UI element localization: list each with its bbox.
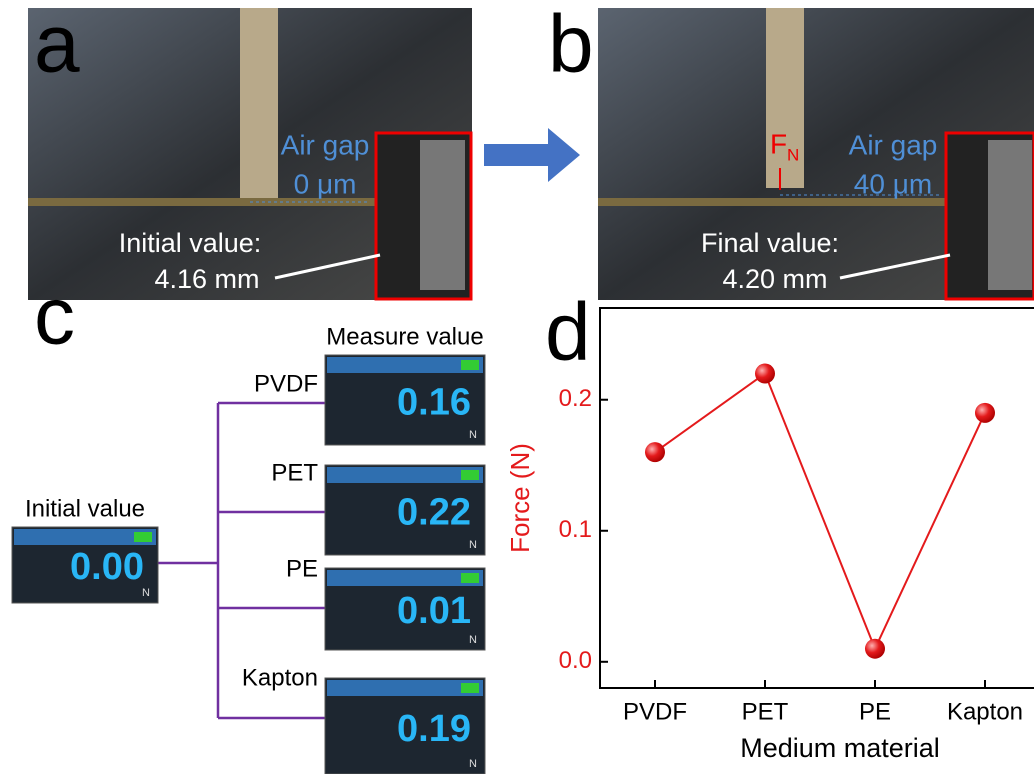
initial-caption: Initial value — [25, 495, 145, 522]
y-tick-label: 0.0 — [559, 647, 592, 674]
tree-lines — [158, 401, 325, 720]
panel-label: b — [548, 0, 594, 90]
data-point — [755, 363, 775, 384]
sample — [598, 198, 948, 206]
material-label: PE — [286, 555, 318, 582]
data-point — [865, 638, 885, 659]
display-header — [327, 467, 483, 483]
value: 4.20 mm — [722, 264, 827, 294]
display-header — [327, 680, 483, 696]
x-tick-label: Kapton — [947, 698, 1023, 725]
y-axis-label: Force (N) — [505, 443, 535, 553]
x-axis-label: Medium material — [740, 733, 940, 763]
arrow — [484, 128, 580, 182]
material-label: Kapton — [242, 664, 318, 691]
value-caption: Initial value: — [119, 228, 262, 258]
ruler — [988, 140, 1032, 290]
panel-label: d — [545, 287, 591, 378]
material-label: PET — [271, 459, 318, 486]
reading: 0.22 — [397, 492, 471, 534]
material-label: PVDF — [254, 370, 318, 397]
data-point — [645, 442, 665, 463]
reading: 0.00 — [70, 546, 144, 588]
value-caption: Final value: — [701, 228, 839, 258]
battery — [461, 470, 479, 480]
unit: N — [469, 634, 477, 646]
unit: N — [469, 429, 477, 441]
display-header — [327, 570, 483, 586]
data-line — [654, 371, 986, 652]
pointer — [274, 253, 381, 280]
measure-caption: Measure value — [326, 323, 483, 350]
probe — [240, 8, 278, 198]
reading: 0.19 — [397, 708, 471, 750]
display-header — [327, 357, 483, 373]
x-tick-label: PVDF — [623, 698, 687, 725]
battery — [134, 532, 152, 542]
display-header — [14, 529, 156, 545]
y-tick-label: 0.2 — [559, 385, 592, 412]
air-gap: Air gap — [281, 129, 370, 160]
unit: N — [469, 758, 477, 770]
sample — [28, 198, 378, 206]
x-tick-label: PE — [859, 698, 891, 725]
panel-label: a — [34, 0, 80, 90]
force-symbol: F — [770, 128, 787, 159]
air-gap: Air gap — [849, 129, 938, 160]
ruler — [420, 140, 465, 290]
battery — [461, 573, 479, 583]
panel-label: c — [34, 271, 75, 362]
force-subscript: N — [787, 145, 799, 164]
reading: 0.01 — [397, 590, 471, 632]
gap-value: 40 μm — [854, 168, 932, 199]
probe — [766, 8, 804, 188]
battery — [461, 683, 479, 693]
unit: N — [469, 539, 477, 551]
value: 4.16 mm — [154, 264, 259, 294]
y-tick-label: 0.1 — [559, 516, 592, 543]
battery — [461, 360, 479, 370]
gap-value: 0 μm — [294, 168, 357, 199]
x-tick-label: PET — [742, 698, 789, 725]
plot-frame — [599, 307, 1034, 689]
unit: N — [142, 587, 150, 599]
pointer — [839, 253, 951, 280]
tree — [158, 401, 325, 720]
reading: 0.16 — [397, 382, 471, 424]
data-point — [975, 402, 995, 423]
